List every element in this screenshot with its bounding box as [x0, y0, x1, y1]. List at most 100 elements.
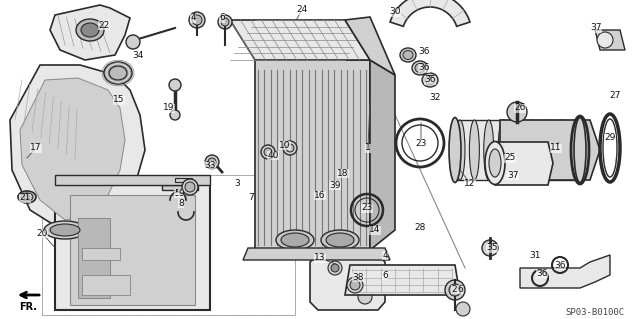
Ellipse shape: [18, 191, 36, 203]
Circle shape: [347, 277, 363, 293]
Circle shape: [597, 32, 613, 48]
Text: 36: 36: [536, 269, 548, 278]
Text: 18: 18: [337, 168, 349, 177]
Ellipse shape: [44, 221, 86, 239]
Text: 13: 13: [314, 254, 326, 263]
Text: 19: 19: [163, 103, 175, 113]
Text: 36: 36: [554, 261, 566, 270]
Ellipse shape: [527, 120, 537, 180]
Ellipse shape: [321, 230, 359, 250]
Text: 16: 16: [314, 190, 326, 199]
Ellipse shape: [449, 117, 461, 182]
Circle shape: [445, 280, 465, 300]
Text: 2: 2: [451, 285, 457, 293]
Text: 40: 40: [268, 151, 278, 160]
Text: 26: 26: [515, 103, 525, 113]
Circle shape: [507, 102, 527, 122]
Text: 27: 27: [609, 91, 621, 100]
Ellipse shape: [469, 120, 479, 180]
Text: 25: 25: [504, 153, 516, 162]
Text: 23: 23: [415, 138, 427, 147]
Text: 17: 17: [30, 144, 42, 152]
Text: FR.: FR.: [19, 302, 37, 312]
Polygon shape: [520, 255, 610, 288]
Circle shape: [449, 284, 461, 296]
Polygon shape: [495, 142, 553, 185]
Text: 39: 39: [329, 181, 340, 189]
Polygon shape: [243, 248, 390, 260]
Text: 10: 10: [279, 140, 291, 150]
Text: SP03-B0100C: SP03-B0100C: [566, 308, 625, 317]
Ellipse shape: [412, 61, 428, 75]
Text: 23: 23: [362, 204, 372, 212]
Text: 7: 7: [248, 192, 254, 202]
Text: 37: 37: [590, 24, 602, 33]
Text: 15: 15: [113, 95, 125, 105]
Circle shape: [169, 79, 181, 91]
Polygon shape: [10, 65, 145, 235]
Text: 4: 4: [382, 250, 388, 259]
Ellipse shape: [281, 233, 309, 247]
Ellipse shape: [455, 120, 465, 180]
Ellipse shape: [422, 73, 438, 87]
Polygon shape: [345, 265, 460, 295]
Circle shape: [208, 158, 216, 166]
Circle shape: [358, 290, 372, 304]
Polygon shape: [345, 17, 395, 75]
Circle shape: [205, 155, 219, 169]
Ellipse shape: [21, 193, 33, 201]
Text: 5: 5: [174, 189, 180, 197]
Ellipse shape: [276, 230, 314, 250]
Polygon shape: [55, 175, 210, 185]
Ellipse shape: [570, 120, 580, 180]
Circle shape: [218, 15, 232, 29]
Ellipse shape: [326, 233, 354, 247]
Ellipse shape: [484, 120, 493, 180]
Ellipse shape: [425, 76, 435, 85]
Text: 6: 6: [382, 271, 388, 279]
Polygon shape: [82, 275, 130, 295]
Text: 31: 31: [529, 250, 541, 259]
Text: 21: 21: [19, 194, 31, 203]
Text: 32: 32: [429, 93, 441, 102]
Polygon shape: [595, 30, 625, 50]
Polygon shape: [50, 5, 130, 60]
Polygon shape: [175, 178, 192, 188]
Circle shape: [283, 141, 297, 155]
Text: 33: 33: [204, 160, 216, 169]
Ellipse shape: [24, 195, 30, 199]
Text: 36: 36: [419, 63, 429, 72]
Bar: [42, 175, 295, 315]
Text: 12: 12: [464, 179, 476, 188]
Circle shape: [286, 144, 294, 152]
Circle shape: [350, 280, 360, 290]
Text: 30: 30: [389, 8, 401, 17]
Ellipse shape: [104, 62, 132, 84]
Text: 36: 36: [419, 48, 429, 56]
Text: 3: 3: [234, 179, 240, 188]
Circle shape: [456, 302, 470, 316]
Ellipse shape: [76, 19, 104, 41]
Ellipse shape: [400, 48, 416, 62]
Ellipse shape: [513, 120, 522, 180]
Polygon shape: [55, 185, 210, 310]
Circle shape: [170, 110, 180, 120]
Ellipse shape: [485, 142, 505, 184]
Polygon shape: [456, 120, 580, 180]
Text: 4: 4: [190, 13, 196, 23]
Circle shape: [182, 179, 198, 195]
Polygon shape: [78, 218, 110, 298]
Polygon shape: [500, 120, 600, 180]
Text: 20: 20: [36, 228, 48, 238]
Circle shape: [189, 12, 205, 28]
Circle shape: [331, 264, 339, 272]
Circle shape: [328, 261, 342, 275]
Text: 6: 6: [457, 285, 463, 293]
Circle shape: [221, 18, 229, 26]
Polygon shape: [82, 248, 120, 260]
Ellipse shape: [489, 149, 501, 177]
Ellipse shape: [415, 63, 425, 72]
Ellipse shape: [498, 120, 508, 180]
Polygon shape: [70, 195, 195, 305]
Circle shape: [264, 148, 272, 156]
